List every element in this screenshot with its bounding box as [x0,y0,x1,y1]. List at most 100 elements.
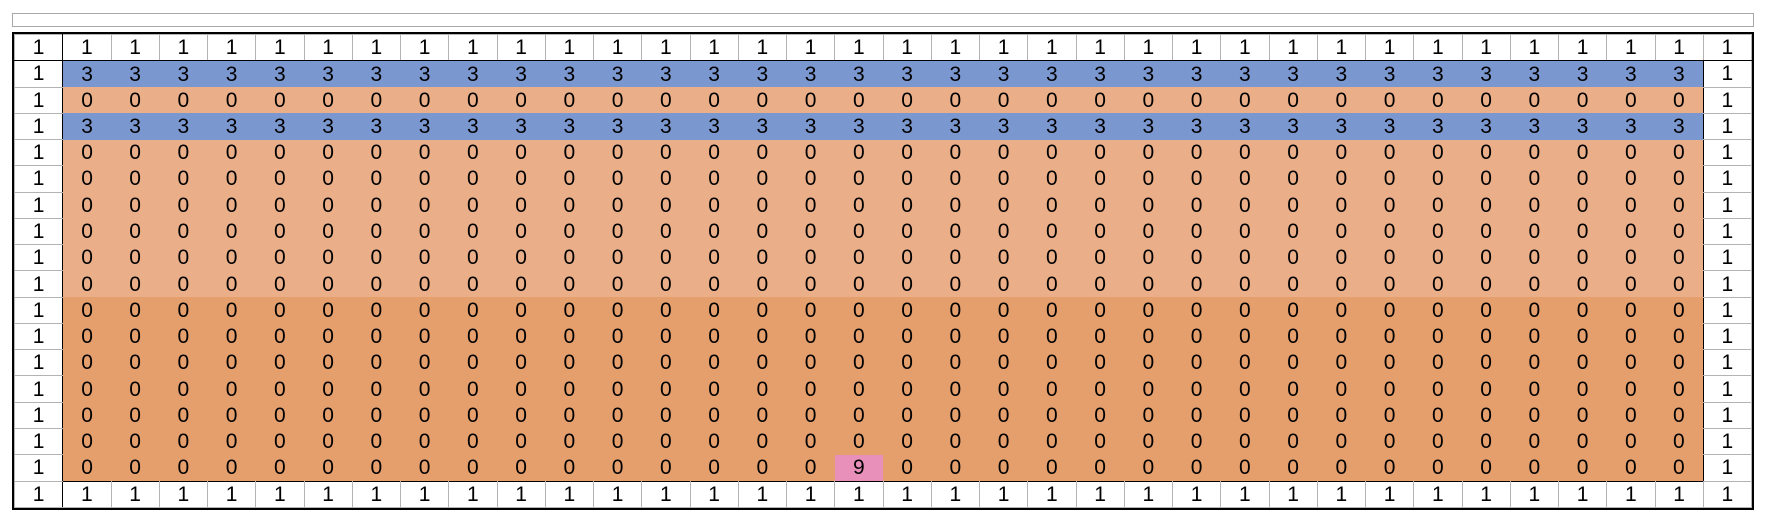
grid-cell[interactable]: 3 [255,113,304,140]
grid-cell[interactable]: 0 [738,375,787,403]
grid-cell[interactable]: 0 [255,297,304,324]
grid-cell[interactable]: 0 [1365,454,1414,482]
grid-cell[interactable]: 0 [834,218,883,245]
grid-cell[interactable]: 0 [159,454,208,482]
grid-cell[interactable]: 0 [1220,165,1269,193]
grid-cell[interactable]: 0 [255,349,304,376]
grid-cell[interactable]: 0 [593,270,642,298]
grid-cell[interactable]: 0 [207,139,256,166]
grid-cell[interactable]: 0 [641,375,690,403]
grid-cell[interactable]: 0 [1413,375,1462,403]
grid-cell[interactable]: 1 [62,33,112,62]
grid-cell[interactable]: 3 [400,60,449,88]
grid-cell[interactable]: 0 [352,192,401,219]
grid-cell[interactable]: 0 [738,297,787,324]
grid-cell[interactable]: 0 [1220,402,1269,429]
grid-cell[interactable]: 0 [1220,454,1269,482]
grid-cell[interactable]: 0 [400,218,449,245]
grid-cell[interactable]: 0 [352,428,401,455]
grid-cell[interactable]: 3 [1655,113,1704,140]
grid-cell[interactable]: 0 [1124,218,1173,245]
grid-cell[interactable]: 0 [1558,349,1607,376]
grid-cell[interactable]: 1 [13,270,64,298]
grid-cell[interactable]: 0 [352,402,401,429]
grid-cell[interactable]: 0 [545,297,594,324]
grid-cell[interactable]: 0 [1317,349,1366,376]
grid-cell[interactable]: 0 [931,297,980,324]
grid-cell[interactable]: 1 [1702,60,1753,88]
grid-cell[interactable]: 1 [1075,480,1125,509]
grid-cell[interactable]: 1 [834,480,884,509]
grid-cell[interactable]: 0 [1462,87,1511,114]
grid-cell[interactable]: 9 [834,454,883,482]
grid-cell[interactable]: 1 [1702,244,1753,272]
grid-cell[interactable]: 0 [834,375,883,403]
grid-cell[interactable]: 0 [304,375,353,403]
grid-cell[interactable]: 0 [786,428,835,455]
grid-cell[interactable]: 1 [1702,191,1753,219]
grid-cell[interactable]: 0 [931,454,980,482]
grid-cell[interactable]: 0 [1655,428,1704,455]
grid-cell[interactable]: 0 [786,454,835,482]
grid-cell[interactable]: 3 [931,113,980,140]
grid-cell[interactable]: 0 [979,139,1028,166]
grid-cell[interactable]: 3 [834,113,883,140]
grid-cell[interactable]: 3 [159,60,208,88]
grid-cell[interactable]: 0 [738,192,787,219]
grid-cell[interactable]: 0 [400,244,449,271]
grid-cell[interactable]: 0 [448,218,497,245]
grid-cell[interactable]: 0 [1413,192,1462,219]
grid-cell[interactable]: 3 [1220,60,1269,88]
grid-cell[interactable]: 0 [159,192,208,219]
grid-cell[interactable]: 0 [1220,139,1269,166]
grid-cell[interactable]: 0 [883,454,932,482]
grid-cell[interactable]: 0 [207,454,256,482]
grid-cell[interactable]: 3 [931,60,980,88]
grid-cell[interactable]: 0 [786,270,835,298]
grid-cell[interactable]: 0 [400,270,449,298]
grid-cell[interactable]: 0 [1558,375,1607,403]
grid-cell[interactable]: 1 [351,33,402,62]
grid-cell[interactable]: 3 [883,60,932,88]
grid-cell[interactable]: 1 [13,322,64,351]
grid-cell[interactable]: 0 [786,402,835,429]
grid-cell[interactable]: 0 [1365,218,1414,245]
grid-cell[interactable]: 0 [1365,139,1414,166]
grid-cell[interactable]: 0 [1027,87,1076,114]
grid-cell[interactable]: 0 [1365,349,1414,376]
grid-cell[interactable]: 0 [1076,402,1125,429]
grid-cell[interactable]: 0 [593,297,642,324]
grid-cell[interactable]: 0 [641,87,690,114]
grid-cell[interactable]: 0 [1606,297,1655,324]
grid-cell[interactable]: 0 [1606,375,1655,403]
grid-cell[interactable]: 0 [1510,375,1559,403]
grid-cell[interactable]: 0 [1027,270,1076,298]
grid-cell[interactable]: 0 [255,428,304,455]
grid-cell[interactable]: 0 [1076,165,1125,193]
grid-cell[interactable]: 0 [738,454,787,482]
grid-cell[interactable]: 0 [1124,270,1173,298]
grid-cell[interactable]: 0 [304,218,353,245]
grid-cell[interactable]: 0 [690,87,739,114]
grid-cell[interactable]: 3 [1510,60,1559,88]
grid-cell[interactable]: 0 [62,402,111,429]
grid-cell[interactable]: 0 [834,139,883,166]
grid-cell[interactable]: 0 [207,297,256,324]
grid-cell[interactable]: 1 [1461,33,1511,62]
grid-cell[interactable]: 0 [1462,297,1511,324]
grid-cell[interactable]: 0 [1172,87,1221,114]
grid-cell[interactable]: 0 [1027,244,1076,271]
grid-cell[interactable]: 0 [593,244,642,271]
grid-cell[interactable]: 3 [1413,60,1462,88]
grid-cell[interactable]: 0 [1510,402,1559,429]
grid-cell[interactable]: 1 [13,349,64,377]
grid-cell[interactable]: 0 [1413,270,1462,298]
grid-cell[interactable]: 1 [1702,112,1753,141]
grid-cell[interactable]: 3 [448,113,497,140]
grid-cell[interactable]: 0 [786,218,835,245]
grid-cell[interactable]: 0 [593,375,642,403]
grid-cell[interactable]: 0 [1558,192,1607,219]
grid-cell[interactable]: 1 [1509,33,1560,62]
grid-cell[interactable]: 0 [834,428,883,455]
grid-cell[interactable]: 0 [545,165,594,193]
